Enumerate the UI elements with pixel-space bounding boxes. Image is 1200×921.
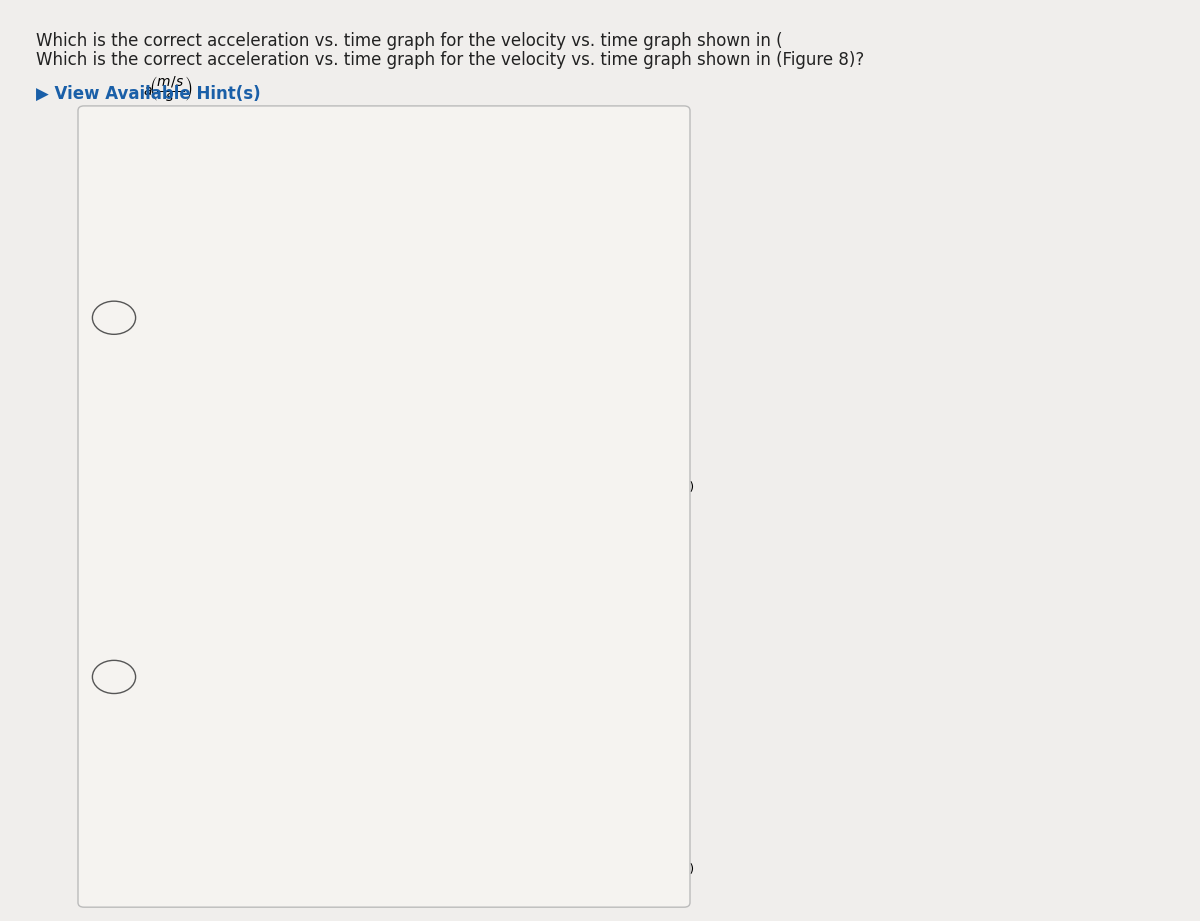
Text: Which is the correct acceleration vs. time graph for the velocity vs. time graph: Which is the correct acceleration vs. ti… [36, 32, 782, 51]
Text: $a\!\left(\dfrac{m/s}{s}\right)$: $a\!\left(\dfrac{m/s}{s}\right)$ [143, 525, 192, 554]
Text: $a\!\left(\dfrac{m/s}{s}\right)$: $a\!\left(\dfrac{m/s}{s}\right)$ [143, 75, 192, 103]
Text: t (s): t (s) [670, 482, 695, 495]
Text: ▶ View Available Hint(s): ▶ View Available Hint(s) [36, 85, 260, 103]
Text: t (s): t (s) [670, 863, 695, 876]
Text: Which is the correct acceleration vs. time graph for the velocity vs. time graph: Which is the correct acceleration vs. ti… [36, 51, 864, 69]
